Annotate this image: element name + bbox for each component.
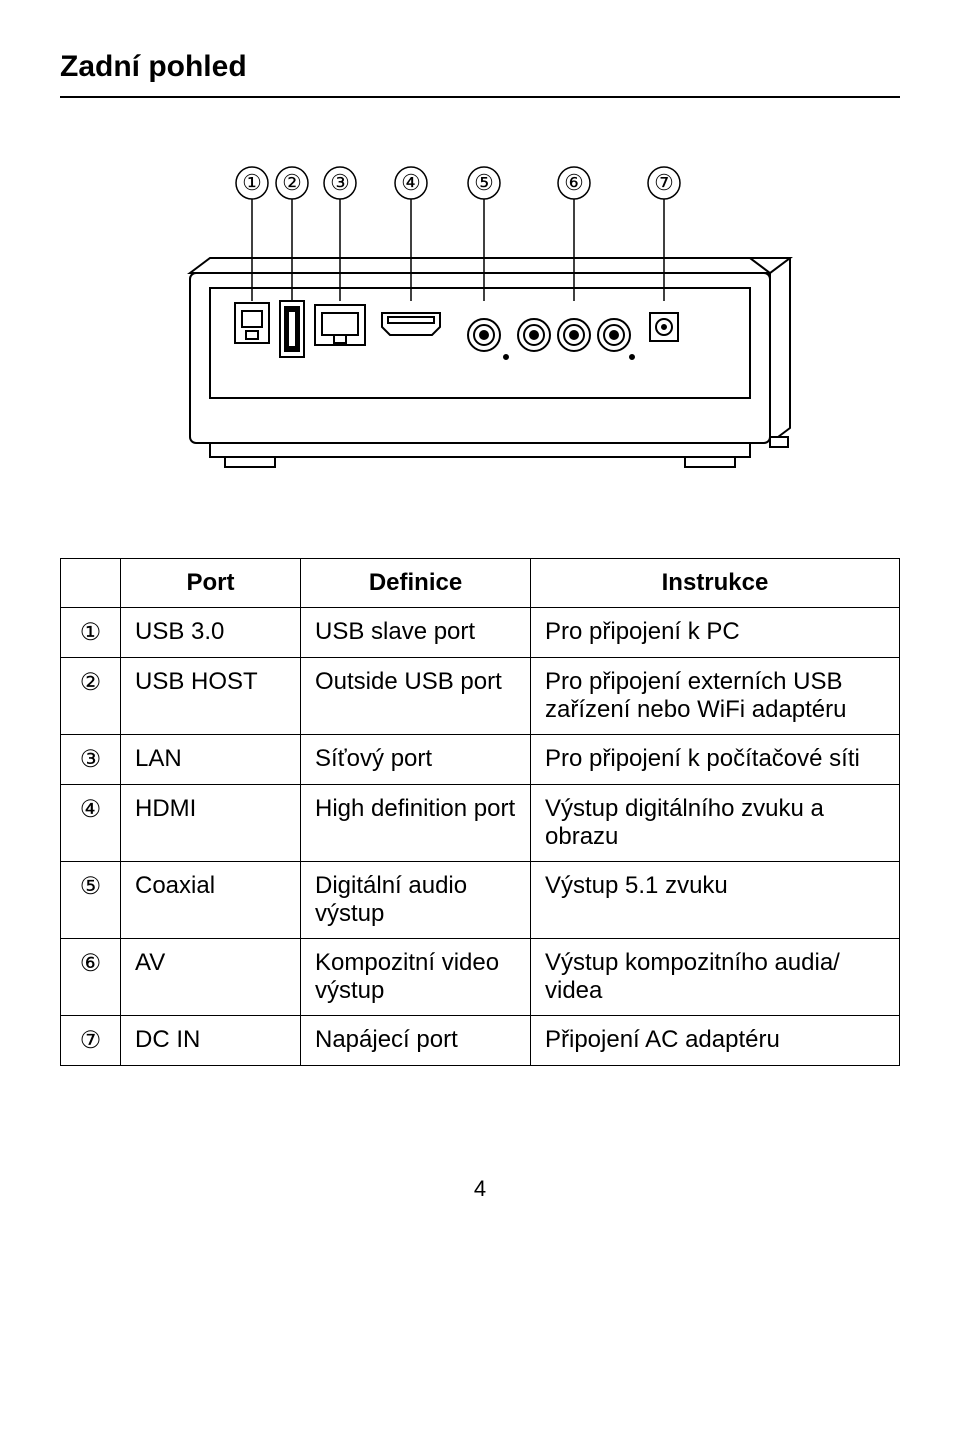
cell-def: High definition port (301, 785, 531, 862)
cell-instr: Výstup digitálního zvuku a obrazu (531, 785, 900, 862)
port-definition-table: Port Definice Instrukce ①USB 3.0USB slav… (60, 558, 900, 1066)
cell-port: AV (121, 939, 301, 1016)
page-number: 4 (60, 1176, 900, 1202)
cell-def: Outside USB port (301, 658, 531, 735)
cell-instr: Pro připojení externích USB zařízení neb… (531, 658, 900, 735)
svg-text:③: ③ (330, 170, 350, 195)
cell-instr: Výstup 5.1 zvuku (531, 862, 900, 939)
table-row: ⑦DC INNapájecí portPřipojení AC adaptéru (61, 1016, 900, 1066)
cell-port: Coaxial (121, 862, 301, 939)
svg-text:②: ② (282, 170, 302, 195)
cell-num: ③ (61, 735, 121, 785)
cell-num: ① (61, 608, 121, 658)
table-row: ①USB 3.0USB slave portPro připojení k PC (61, 608, 900, 658)
cell-port: LAN (121, 735, 301, 785)
col-port: Port (121, 559, 301, 608)
table-header-row: Port Definice Instrukce (61, 559, 900, 608)
table-row: ⑥AVKompozitní video výstupVýstup kompozi… (61, 939, 900, 1016)
table-row: ④HDMIHigh definition portVýstup digitáln… (61, 785, 900, 862)
col-instr: Instrukce (531, 559, 900, 608)
svg-text:①: ① (242, 170, 262, 195)
cell-port: DC IN (121, 1016, 301, 1066)
cell-port: HDMI (121, 785, 301, 862)
cell-num: ④ (61, 785, 121, 862)
cell-def: Digitální audio výstup (301, 862, 531, 939)
col-def: Definice (301, 559, 531, 608)
cell-num: ⑥ (61, 939, 121, 1016)
cell-num: ② (61, 658, 121, 735)
cell-port: USB 3.0 (121, 608, 301, 658)
cell-def: USB slave port (301, 608, 531, 658)
cell-num: ⑦ (61, 1016, 121, 1066)
table-row: ③LANSíťový portPro připojení k počítačov… (61, 735, 900, 785)
cell-port: USB HOST (121, 658, 301, 735)
cell-def: Síťový port (301, 735, 531, 785)
svg-text:⑤: ⑤ (474, 170, 494, 195)
svg-text:⑥: ⑥ (564, 170, 584, 195)
table-row: ②USB HOSTOutside USB portPro připojení e… (61, 658, 900, 735)
cell-instr: Připojení AC adaptéru (531, 1016, 900, 1066)
svg-text:⑦: ⑦ (654, 170, 674, 195)
cell-instr: Pro připojení k počítačové síti (531, 735, 900, 785)
col-num (61, 559, 121, 608)
cell-instr: Výstup kompozitního audia/ videa (531, 939, 900, 1016)
table-row: ⑤CoaxialDigitální audio výstupVýstup 5.1… (61, 862, 900, 939)
cell-def: Napájecí port (301, 1016, 531, 1066)
cell-def: Kompozitní video výstup (301, 939, 531, 1016)
cell-instr: Pro připojení k PC (531, 608, 900, 658)
cell-num: ⑤ (61, 862, 121, 939)
svg-text:④: ④ (401, 170, 421, 195)
title-divider (60, 96, 900, 98)
device-rear-diagram: ①② ③ ④ ⑤ ⑥ ⑦ (60, 153, 900, 488)
page-title: Zadní pohled (60, 50, 900, 84)
